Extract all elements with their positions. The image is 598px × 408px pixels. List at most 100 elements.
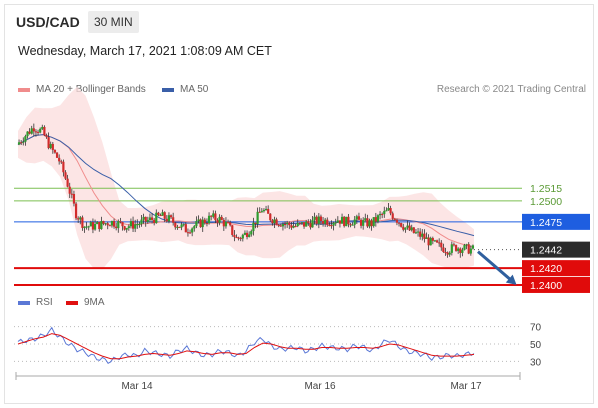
candle-body <box>237 237 240 239</box>
rsi-tick-50: 50 <box>530 340 542 351</box>
candle-body <box>93 224 97 230</box>
legend-rsi[interactable]: RSI <box>18 297 53 308</box>
candle-body <box>359 219 363 226</box>
level-tag-1.2475 <box>522 213 590 230</box>
candle-body <box>465 244 468 246</box>
candle-body <box>374 217 377 222</box>
credit-text: Research © 2021 Trading Central <box>436 84 586 95</box>
candle-body <box>203 219 206 224</box>
candle-body <box>81 217 84 228</box>
rsi-tick-30: 30 <box>530 357 542 368</box>
candle-body <box>239 238 242 240</box>
candle-body <box>68 186 71 194</box>
legend-ma-bb[interactable]: MA 20 + Bollinger Bands <box>18 84 146 95</box>
candle-body <box>290 225 293 228</box>
candle-body <box>372 217 375 227</box>
legend-rsi-ma[interactable]: 9MA <box>66 297 105 308</box>
candle-body <box>163 212 166 219</box>
timestamp: Wednesday, March 17, 2021 1:08:09 AM CET <box>18 44 272 58</box>
candle-body <box>32 128 35 132</box>
candle-body <box>98 221 101 230</box>
timeframe-button[interactable]: 30 MIN <box>88 11 139 33</box>
candle-body <box>245 232 249 238</box>
candle-body <box>332 222 335 226</box>
candle-body <box>20 142 23 144</box>
candle-body <box>66 178 69 187</box>
candle-body <box>70 193 73 195</box>
legend-ma50-label: MA 50 <box>180 84 209 95</box>
candle-body <box>294 226 297 228</box>
candle-body <box>201 219 204 228</box>
legend-rsi-ma-label: 9MA <box>84 297 105 308</box>
candle-body <box>319 216 323 222</box>
level-value-1.2500: 1.2500 <box>530 196 562 208</box>
candle-body <box>22 141 25 143</box>
candle-body <box>243 232 247 235</box>
legend-ma-bb-label: MA 20 + Bollinger Bands <box>36 84 146 95</box>
candle-body <box>423 233 426 239</box>
candle-body <box>129 221 133 227</box>
candle-body <box>176 226 179 228</box>
candle-body <box>184 224 187 233</box>
candle-body <box>197 219 200 222</box>
candle-body <box>191 228 194 233</box>
candle-body <box>77 218 80 220</box>
candle-body <box>296 222 299 227</box>
candle-body <box>216 220 219 223</box>
rsi-ma-swatch <box>66 300 78 305</box>
candle-body <box>49 143 52 149</box>
candle-body <box>220 216 223 220</box>
candle-body <box>74 203 78 219</box>
candle-body <box>300 222 304 224</box>
candle-body <box>302 222 306 227</box>
candle-body <box>83 226 86 228</box>
candle-body <box>442 247 445 253</box>
candle-body <box>340 216 344 224</box>
candle-body <box>136 224 139 226</box>
level-tag-1.2420 <box>522 260 590 277</box>
candle-body <box>353 219 356 225</box>
candle-body <box>205 223 209 225</box>
candle-body <box>96 221 99 225</box>
candle-body <box>210 215 213 217</box>
candle-body <box>134 224 137 229</box>
candle-body <box>431 238 434 241</box>
rsi-tick-70: 70 <box>530 323 542 334</box>
candle-body <box>281 224 285 227</box>
candle-body <box>425 237 428 239</box>
projection-arrow-head <box>505 274 517 285</box>
candle-body <box>174 222 177 228</box>
candle-body <box>58 157 61 162</box>
legend-ma50[interactable]: MA 50 <box>162 84 208 95</box>
candle-body <box>45 135 48 138</box>
candle-body <box>262 210 266 212</box>
candle-body <box>433 240 437 242</box>
candle-body <box>321 221 325 224</box>
candle-body <box>159 215 162 217</box>
candle-body <box>368 220 371 227</box>
x-tick-label: Mar 16 <box>304 381 336 392</box>
candle-body <box>142 216 145 220</box>
candle-body <box>24 136 27 142</box>
candle-body <box>199 219 202 228</box>
candle-body <box>258 211 261 213</box>
candle-body <box>467 244 470 254</box>
candle-body <box>60 161 63 163</box>
candle-body <box>172 217 175 223</box>
candle-body <box>315 216 318 224</box>
legend-rsi-label: RSI <box>36 297 53 308</box>
candle-body <box>250 231 253 235</box>
level-value-1.2420: 1.2420 <box>530 263 562 275</box>
candle-body <box>112 221 116 227</box>
candle-body <box>305 221 308 227</box>
candle-body <box>381 213 384 215</box>
candle-body <box>144 216 147 222</box>
candle-body <box>193 226 196 229</box>
candle-body <box>343 216 346 227</box>
ma-bb-swatch <box>18 87 30 92</box>
candle-body <box>167 215 171 222</box>
candle-body <box>448 252 451 255</box>
candle-body <box>393 218 396 220</box>
candle-body <box>408 225 411 231</box>
